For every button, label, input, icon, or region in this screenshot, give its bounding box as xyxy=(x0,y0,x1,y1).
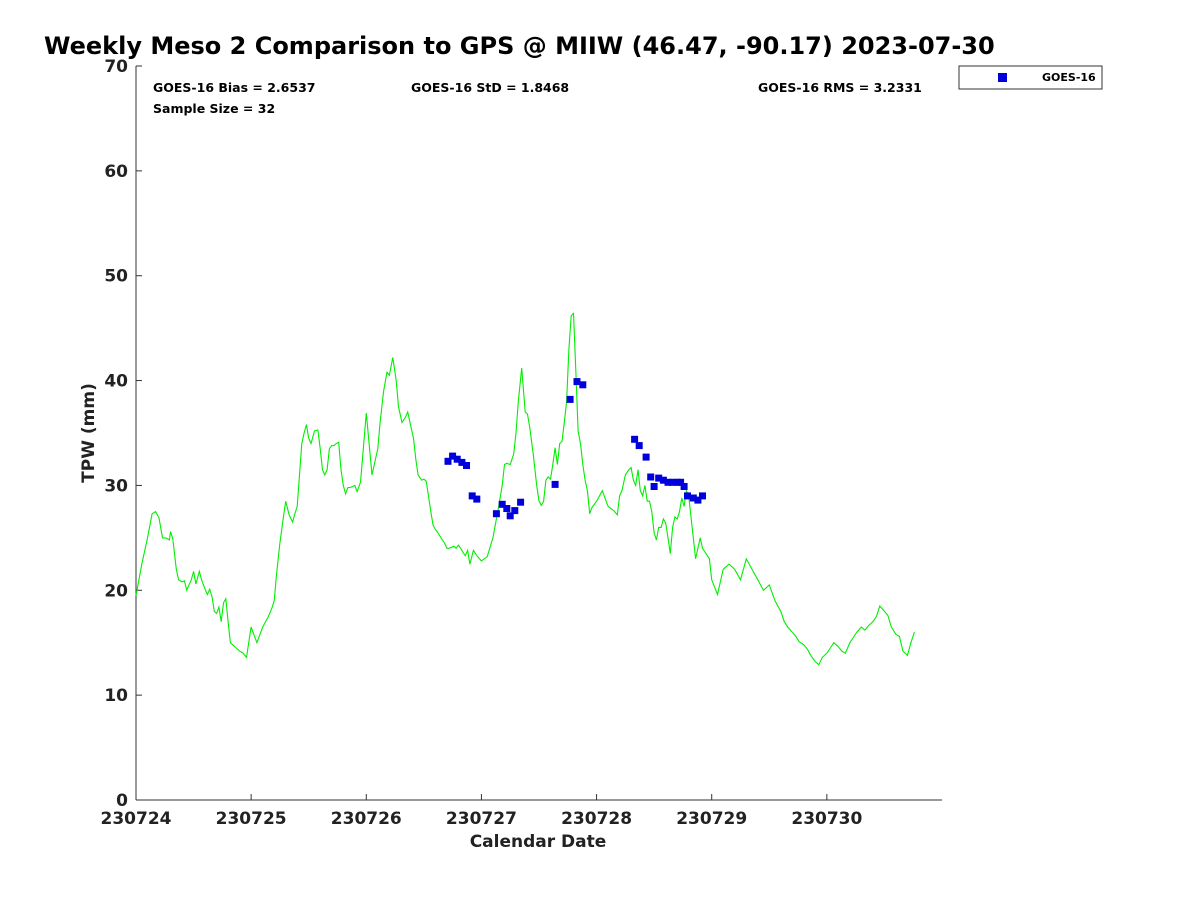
goes-16-point xyxy=(631,435,639,443)
sample-size-stat: Sample Size = 32 xyxy=(153,101,275,116)
plot-background xyxy=(136,66,942,800)
y-tick-label: 60 xyxy=(104,162,128,182)
goes-16-point xyxy=(453,455,461,463)
goes-16-point xyxy=(492,510,500,518)
x-tick-label: 230729 xyxy=(676,809,747,829)
bias-stat: GOES-16 Bias = 2.6537 xyxy=(153,80,315,95)
y-axis-label: TPW (mm) xyxy=(79,383,99,483)
goes-16-point xyxy=(647,473,655,481)
goes-16-point xyxy=(650,483,658,490)
x-tick-label: 230725 xyxy=(216,809,287,829)
y-tick-label: 40 xyxy=(104,372,128,392)
legend-box xyxy=(958,65,1103,90)
x-tick-label: 230728 xyxy=(561,809,632,829)
y-axis-ticks: 0 10 20 30 40 50 60 70 xyxy=(104,57,142,811)
goes-16-point xyxy=(689,494,697,502)
goes-16-point xyxy=(517,498,525,506)
y-tick-label: 10 xyxy=(104,686,128,706)
x-axis-label: Calendar Date xyxy=(470,832,607,852)
goes-16-point xyxy=(444,457,452,465)
goes-16-point xyxy=(573,378,581,386)
goes-16-point xyxy=(579,381,587,389)
gps-series-line xyxy=(135,312,915,666)
x-tick-label: 230730 xyxy=(791,809,862,829)
goes-16-markers xyxy=(444,378,706,520)
goes-16-point xyxy=(659,476,667,484)
x-tick-label: 230726 xyxy=(331,809,402,829)
plot-area: 0 10 20 30 40 50 60 70 230724 230725 230726 230727… xyxy=(101,57,942,829)
goes-16-point xyxy=(506,512,514,520)
y-tick-label: 0 xyxy=(116,791,128,811)
x-tick-label: 230727 xyxy=(446,809,517,829)
y-tick-label: 70 xyxy=(104,57,128,77)
goes-16-point xyxy=(468,492,476,500)
goes-16-point xyxy=(677,478,685,486)
rms-stat: GOES-16 RMS = 3.2331 xyxy=(758,80,922,95)
goes-16-point xyxy=(669,478,677,486)
goes-16-point xyxy=(473,495,481,503)
goes-16-point xyxy=(498,500,506,508)
goes-16-point xyxy=(699,492,706,500)
chart-title: Weekly Meso 2 Comparison to GPS @ MIIW (… xyxy=(44,32,995,60)
y-tick-label: 20 xyxy=(104,581,128,601)
goes-16-point xyxy=(503,505,511,512)
goes-16-point xyxy=(694,496,702,504)
goes-16-point xyxy=(655,474,663,482)
goes-16-point xyxy=(511,507,519,515)
legend-goes-16-marker xyxy=(998,73,1007,82)
legend: GOES-16 xyxy=(958,65,1103,90)
goes-16-point xyxy=(449,452,457,460)
goes-16-point xyxy=(642,453,650,461)
y-tick-label: 50 xyxy=(104,267,128,287)
goes-16-point xyxy=(458,458,466,466)
y-tick-label: 30 xyxy=(104,476,128,496)
goes-16-point xyxy=(566,395,574,403)
std-stat: GOES-16 StD = 1.8468 xyxy=(411,80,569,95)
goes-16-point xyxy=(635,442,643,450)
goes-16-point xyxy=(680,483,688,490)
legend-goes-16-label: GOES-16 xyxy=(1042,71,1096,84)
goes-16-point xyxy=(551,480,559,488)
x-axis-ticks: 230724 230725 230726 230727 230728 230729 2307… xyxy=(101,794,863,829)
goes-16-point xyxy=(664,478,672,486)
goes-16-point xyxy=(463,462,470,469)
goes-16-point xyxy=(684,492,691,500)
x-tick-label: 230724 xyxy=(101,809,172,829)
